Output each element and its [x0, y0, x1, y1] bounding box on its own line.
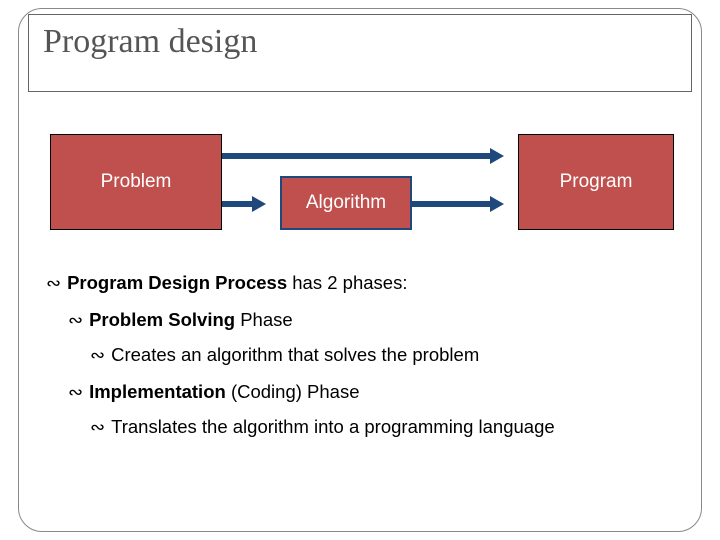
- list-item: ∾ Creates an algorithm that solves the pr…: [90, 344, 676, 367]
- title-box: Program design: [28, 14, 692, 92]
- bullet-glyph: ∾: [68, 382, 83, 404]
- list-item-text: Translates the algorithm into a programm…: [111, 416, 555, 437]
- flow-node-problem: Problem: [50, 134, 222, 230]
- list-item: ∾ Problem Solving Phase: [68, 309, 676, 332]
- list-item-text: Creates an algorithm that solves the pro…: [111, 344, 479, 365]
- list-item-text: (Coding) Phase: [226, 381, 360, 402]
- flow-diagram: ProblemAlgorithmProgram: [50, 134, 670, 254]
- list-item: ∾ Program Design Process has 2 phases:: [46, 272, 676, 295]
- list-item-text: Phase: [235, 309, 293, 330]
- list-item: ∾ Translates the algorithm into a program…: [90, 416, 676, 439]
- list-item-bold: Program Design Process: [67, 272, 287, 293]
- content-list: ∾ Program Design Process has 2 phases: ∾ Pr…: [46, 272, 676, 453]
- list-item: ∾ Implementation (Coding) Phase: [68, 381, 676, 404]
- list-item-bold: Problem Solving: [89, 309, 235, 330]
- list-item-bold: Implementation: [89, 381, 226, 402]
- page-title: Program design: [43, 23, 677, 61]
- bullet-glyph: ∾: [68, 310, 83, 332]
- list-item-text: has 2 phases:: [287, 272, 407, 293]
- bullet-glyph: ∾: [90, 417, 105, 439]
- bullet-glyph: ∾: [46, 273, 61, 295]
- bullet-glyph: ∾: [90, 345, 105, 367]
- flow-node-algorithm: Algorithm: [280, 176, 412, 230]
- flow-node-program: Program: [518, 134, 674, 230]
